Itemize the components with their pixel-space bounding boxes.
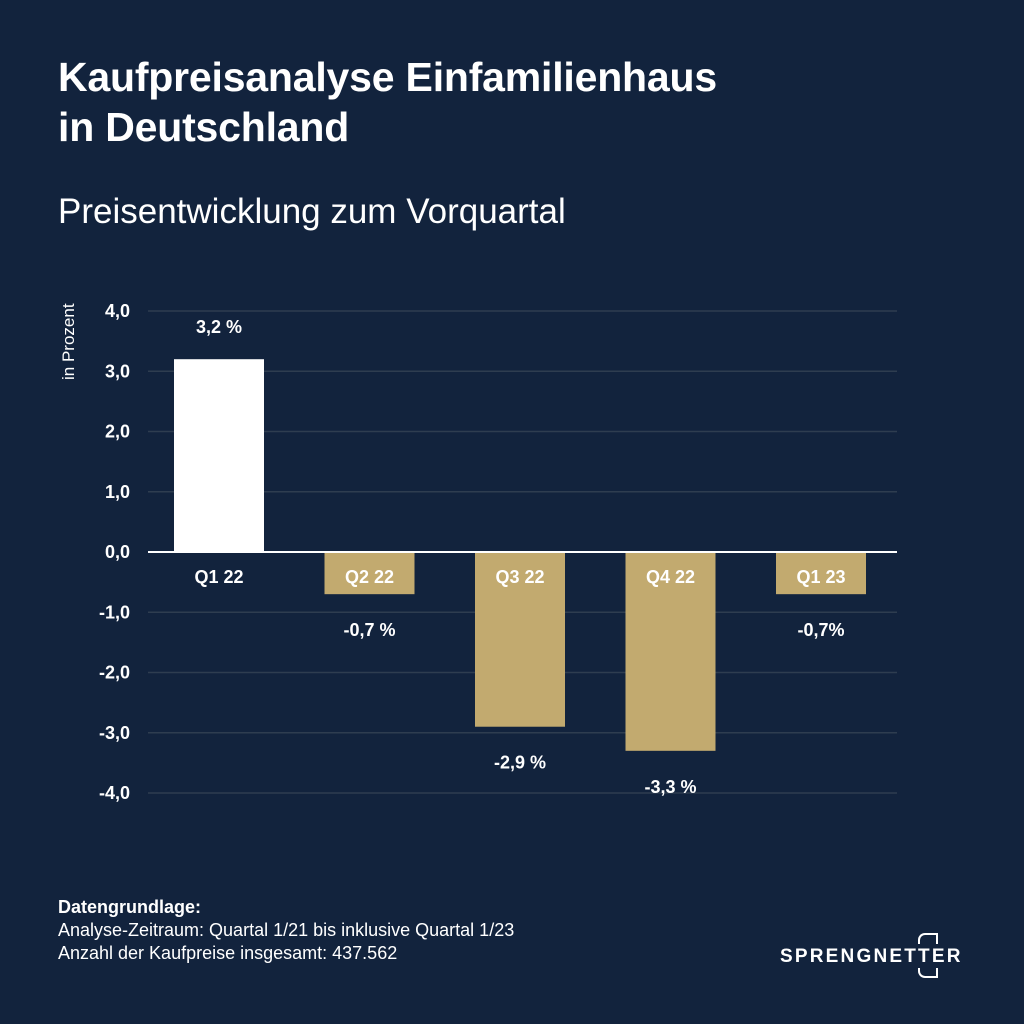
y-tick-label: 4,0	[105, 301, 130, 321]
y-tick-label: 3,0	[105, 361, 130, 381]
y-tick-label: 0,0	[105, 542, 130, 562]
bracket-logo-icon-bottom	[918, 968, 938, 978]
brand-name: SPRENGNETTER	[780, 946, 963, 967]
data-value-label: -3,3 %	[644, 777, 696, 797]
x-category-label: Q2 22	[345, 567, 394, 587]
footer-heading: Datengrundlage:	[58, 897, 202, 917]
y-tick-label: -1,0	[99, 602, 130, 622]
x-category-label: Q1 23	[796, 567, 845, 587]
bar-q1-22	[174, 359, 264, 552]
y-tick-label: 1,0	[105, 482, 130, 502]
bar-q3-22	[475, 552, 565, 727]
y-axis-ticks: 4,0 3,0 2,0 1,0 0,0 -1,0 -2,0 -3,0 -4,0	[99, 301, 130, 803]
y-tick-label: 2,0	[105, 422, 130, 442]
title-line-1: Kaufpreisanalyse Einfamilienhaus	[58, 54, 717, 100]
y-tick-label: -4,0	[99, 783, 130, 803]
data-value-label: -0,7%	[797, 620, 844, 640]
brand-logo: SPRENGNETTER	[780, 930, 970, 980]
title-line-2: in Deutschland	[58, 104, 350, 150]
y-tick-label: -2,0	[99, 663, 130, 683]
page-subtitle: Preisentwicklung zum Vorquartal	[58, 192, 566, 231]
x-category-label: Q1 22	[194, 567, 243, 587]
footer-line-period: Analyse-Zeitraum: Quartal 1/21 bis inklu…	[58, 920, 515, 940]
x-category-label: Q3 22	[495, 567, 544, 587]
page-title: Kaufpreisanalyse Einfamilienhaus in Deut…	[58, 52, 717, 152]
bar-q2-22	[324, 552, 415, 595]
bars	[174, 359, 866, 751]
bar-q4-22	[625, 552, 716, 751]
x-category-label: Q4 22	[646, 567, 695, 587]
data-value-label: 3,2 %	[196, 317, 242, 337]
y-axis-label: in Prozent	[59, 303, 78, 380]
labels: Q1 22 3,2 % Q2 22 -0,7 % Q3 22 -2,9 % Q4 22 -3,…	[194, 317, 845, 797]
data-source-footer: Datengrundlage: Analyse-Zeitraum: Quarta…	[58, 896, 514, 965]
y-tick-label: -3,0	[99, 723, 130, 743]
bracket-logo-icon	[918, 933, 938, 944]
bar-q1-23	[776, 552, 866, 595]
footer-line-count: Anzahl der Kaufpreise insgesamt: 437.562	[58, 943, 398, 963]
data-value-label: -2,9 %	[494, 753, 546, 773]
data-value-label: -0,7 %	[343, 620, 395, 640]
